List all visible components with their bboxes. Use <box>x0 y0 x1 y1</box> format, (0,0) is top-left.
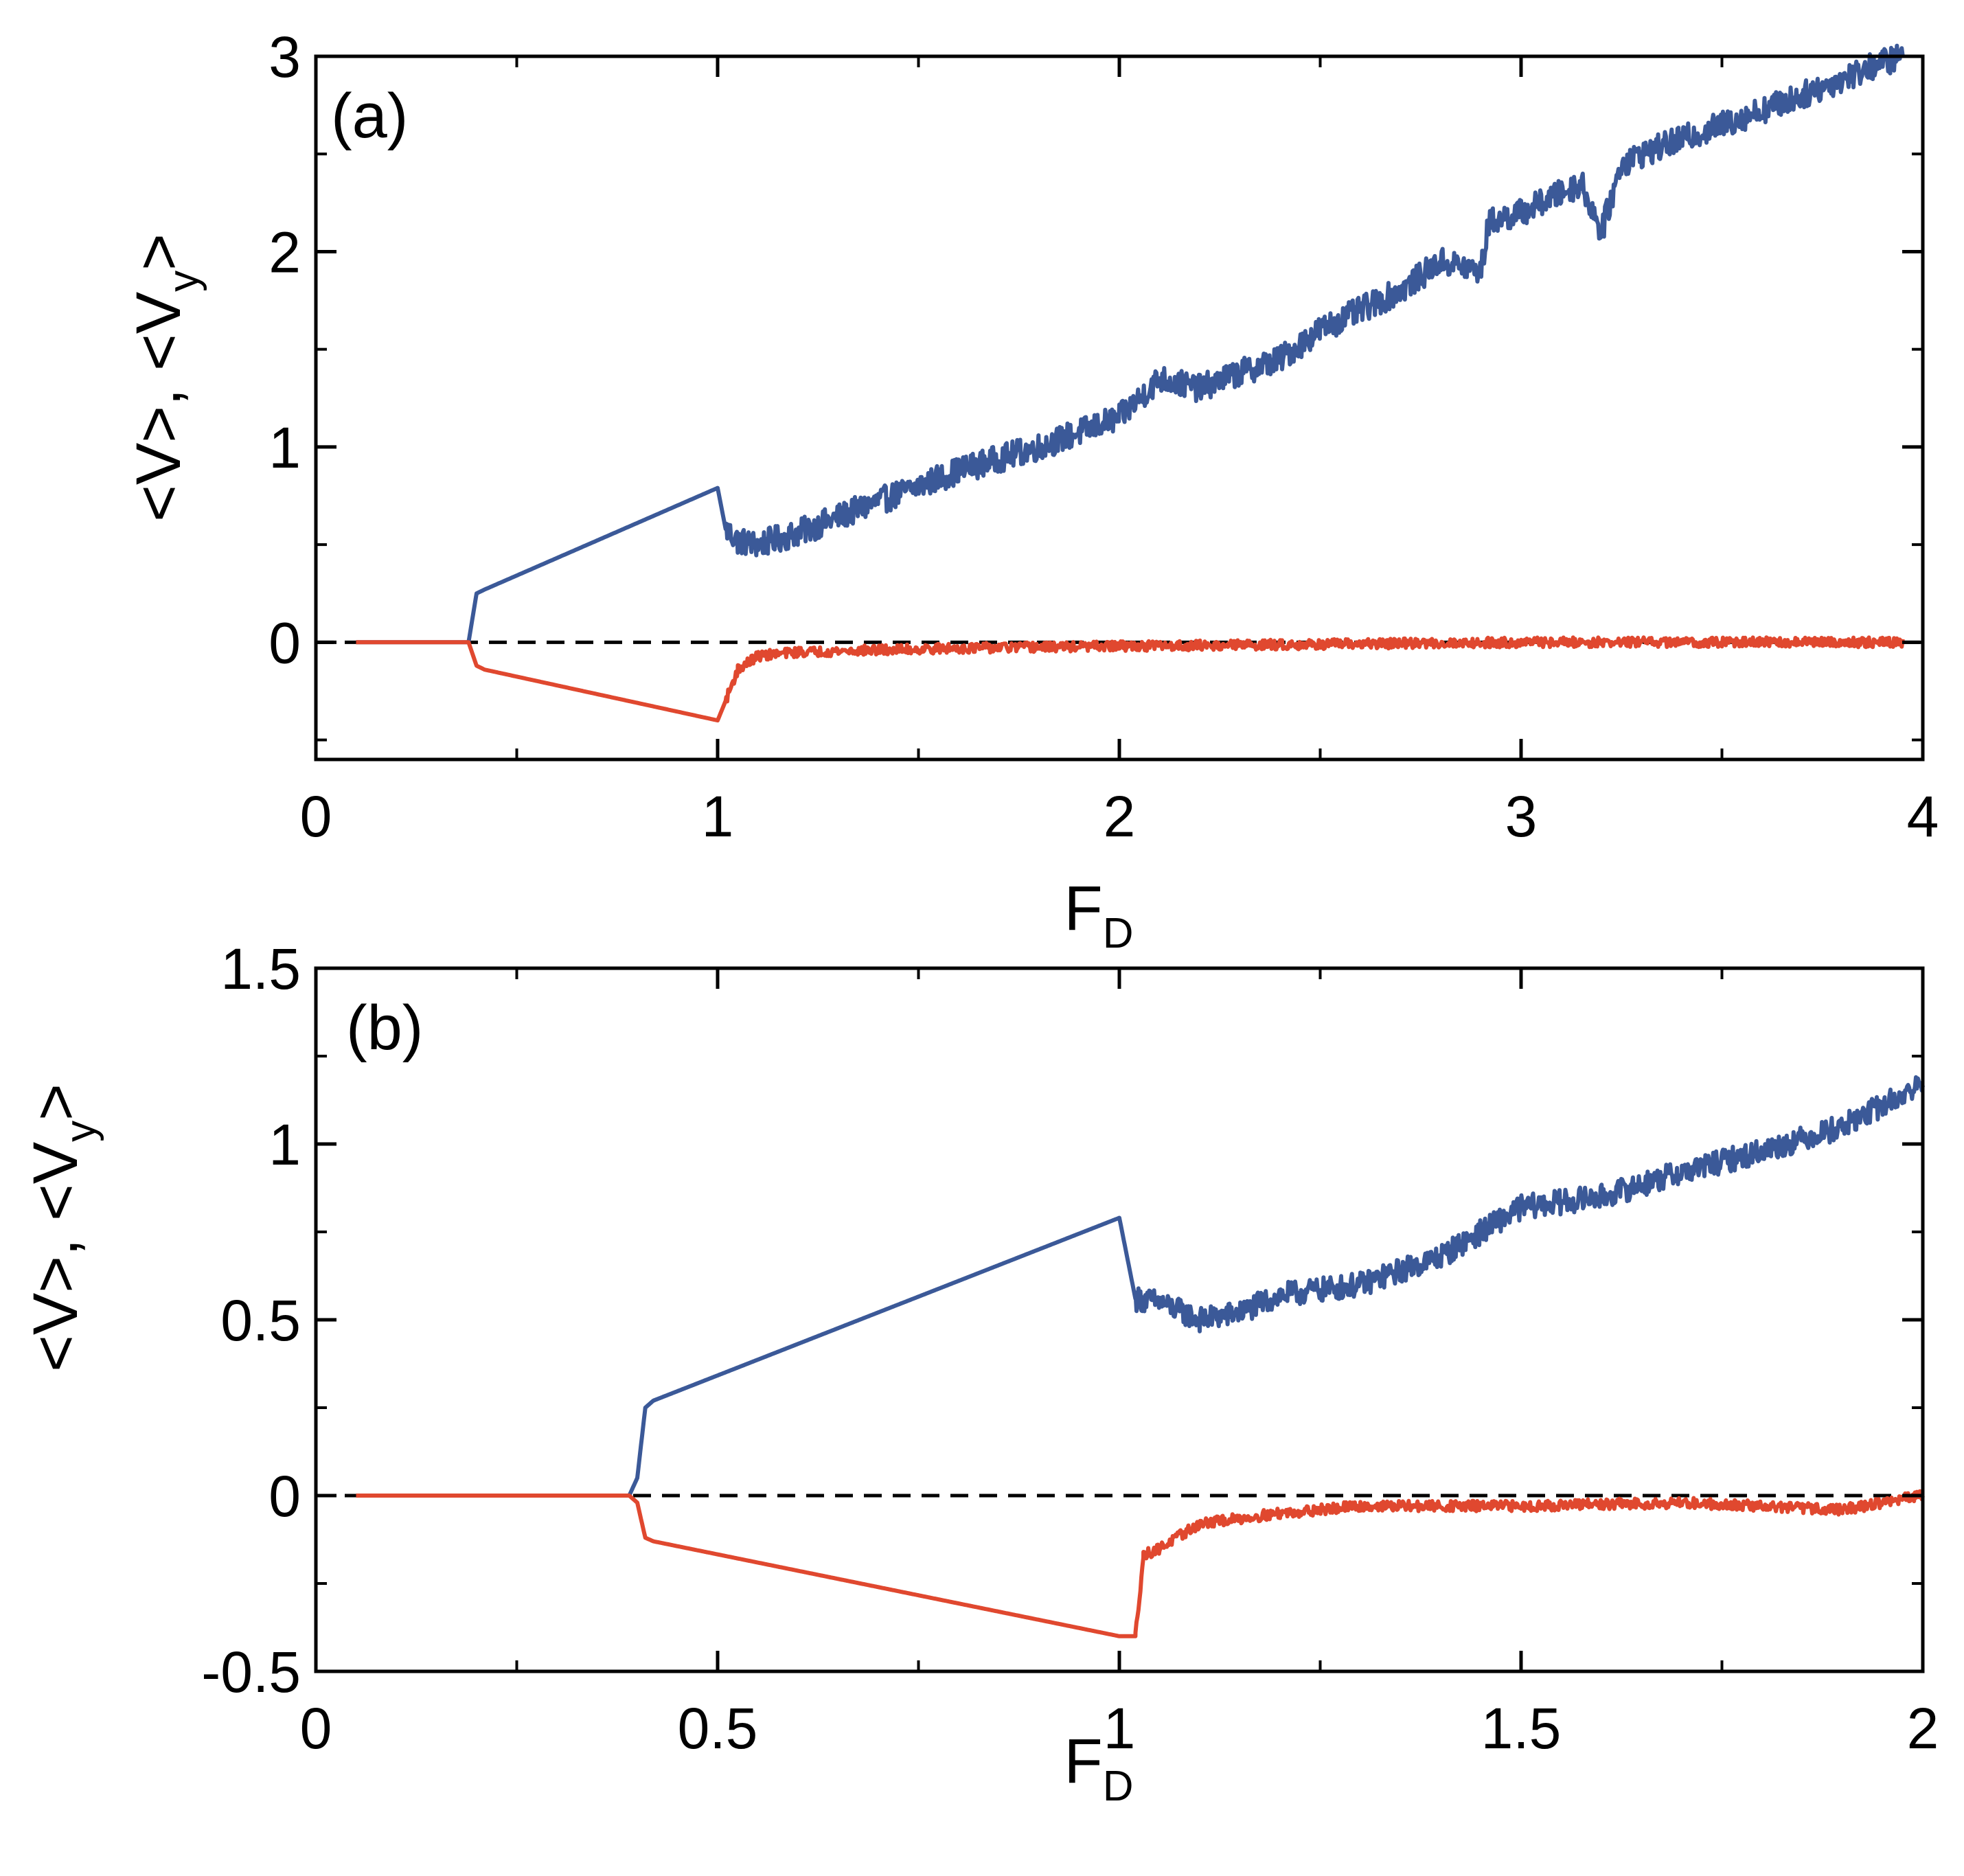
series-line-v <box>354 43 1905 645</box>
x-axis-label-a: FD <box>1064 873 1134 957</box>
x-tick-label: 0 <box>300 1696 332 1761</box>
y-tick-label: 1 <box>269 1112 301 1177</box>
panel-label-a: (a) <box>331 81 408 151</box>
y-tick-label: 0 <box>269 610 301 675</box>
y-tick-label: 0 <box>269 1464 301 1529</box>
y-tick-label: -0.5 <box>201 1640 301 1704</box>
y-axis-label-a: <V>, <Vy> <box>124 233 207 522</box>
x-axis-label-b: FD <box>1064 1726 1134 1810</box>
plot-frame <box>314 966 1925 1673</box>
chart-panel-a: (a) FD <V>, <Vy> 0 1 2 3 4 0 1 2 3 <box>124 25 1939 957</box>
y-tick-label: 1.5 <box>220 937 301 1001</box>
x-tick-label: 1.5 <box>1481 1696 1562 1761</box>
series-line-v-y <box>354 1489 1925 1638</box>
y-axis-label-b: <V>, <Vy> <box>21 1084 104 1372</box>
chart-panel-b: (b) FD <V>, <Vy> 0 0.5 1 1.5 2-0.500.511.5 <box>21 937 1939 1810</box>
x-tick-label: 3 <box>1505 784 1538 849</box>
panel-label-b: (b) <box>346 993 423 1063</box>
x-tick-label: 1 <box>702 784 734 849</box>
y-tick-label: 2 <box>269 220 301 284</box>
x-tick-label: 4 <box>1907 784 1939 849</box>
x-tick-label: 2 <box>1907 1696 1939 1761</box>
series-line-v <box>354 1075 1925 1498</box>
x-tick-label: 0.5 <box>678 1696 758 1761</box>
y-tick-label: 1 <box>269 415 301 480</box>
series-line-v-y <box>354 635 1905 723</box>
y-tick-label: 3 <box>269 25 301 89</box>
x-tick-label: 1 <box>1104 1696 1136 1761</box>
y-tick-label: 0.5 <box>220 1288 301 1353</box>
x-tick-label: 0 <box>300 784 332 849</box>
x-tick-label: 2 <box>1104 784 1136 849</box>
